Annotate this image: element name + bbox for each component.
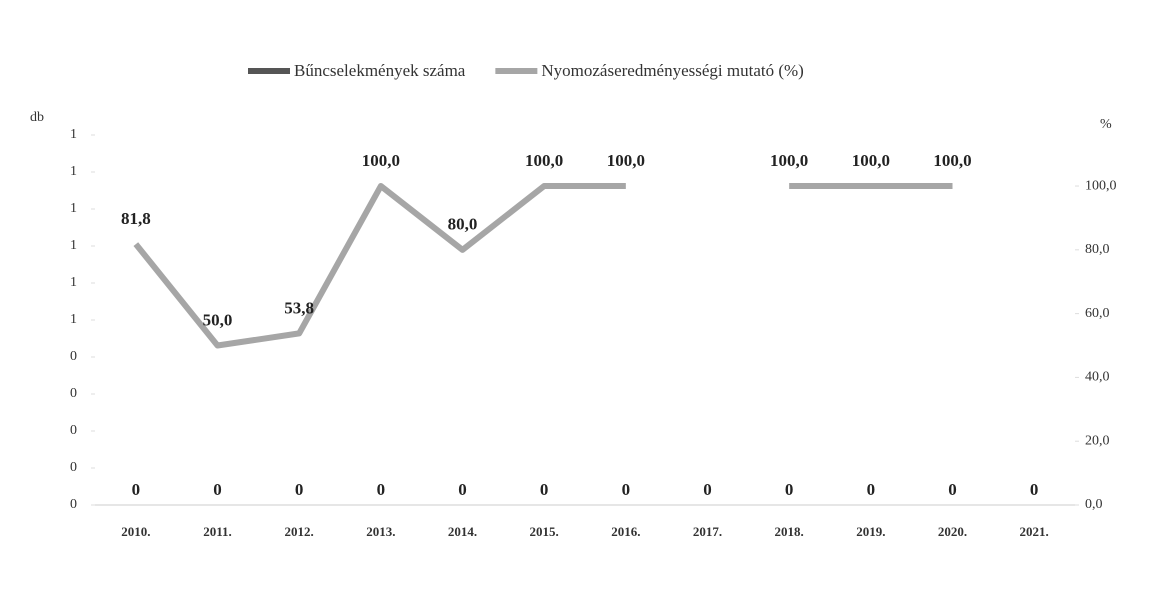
y2-tick-label: 40,0: [1085, 370, 1110, 385]
y2-tick-label: 0,0: [1085, 497, 1103, 512]
data-label: 81,8: [121, 209, 151, 228]
data-label: 50,0: [203, 310, 233, 329]
y-tick-label: 1: [70, 164, 77, 179]
y-tick-label: 0: [70, 497, 77, 512]
data-label: 0: [295, 480, 304, 499]
data-label: 80,0: [448, 215, 478, 234]
legend-swatch: [248, 68, 290, 74]
x-tick-label: 2015.: [530, 524, 559, 539]
data-label: 100,0: [362, 151, 400, 170]
x-tick-label: 2018.: [775, 524, 804, 539]
data-label: 0: [785, 480, 794, 499]
data-label: 0: [377, 480, 386, 499]
data-label: 0: [867, 480, 876, 499]
data-label: 100,0: [770, 151, 808, 170]
x-tick-label: 2011.: [203, 524, 232, 539]
data-label: 0: [948, 480, 957, 499]
data-label: 100,0: [852, 151, 890, 170]
y-tick-label: 1: [70, 275, 77, 290]
y2-tick-label: 60,0: [1085, 306, 1110, 321]
x-tick-label: 2021.: [1020, 524, 1049, 539]
y-tick-label: 1: [70, 238, 77, 253]
x-tick-label: 2019.: [856, 524, 885, 539]
data-label: 0: [458, 480, 467, 499]
x-tick-label: 2014.: [448, 524, 477, 539]
data-label: 0: [540, 480, 549, 499]
x-tick-label: 2020.: [938, 524, 967, 539]
legend-label: Nyomozáseredményességi mutató (%): [541, 61, 803, 80]
data-label: 0: [703, 480, 712, 499]
y-tick-label: 0: [70, 349, 77, 364]
y-axis-title: db: [30, 110, 44, 125]
y-tick-label: 1: [70, 127, 77, 142]
y2-tick-label: 100,0: [1085, 178, 1117, 193]
line: [133, 183, 953, 349]
data-label: 100,0: [525, 151, 563, 170]
y2-axis-title: %: [1100, 117, 1112, 132]
x-tick-label: 2012.: [285, 524, 314, 539]
y-tick-label: 0: [70, 460, 77, 475]
y-tick-label: 0: [70, 386, 77, 401]
legend-label: Bűncselekmények száma: [294, 61, 466, 80]
x-tick-label: 2010.: [121, 524, 150, 539]
x-tick-label: 2013.: [366, 524, 395, 539]
y-tick-label: 0: [70, 423, 77, 438]
data-label: 0: [132, 480, 141, 499]
x-tick-label: 2016.: [611, 524, 640, 539]
data-label: 100,0: [933, 151, 971, 170]
data-label: 53,8: [284, 298, 314, 317]
y2-tick-label: 80,0: [1085, 242, 1110, 257]
y-tick-label: 1: [70, 201, 77, 216]
legend-swatch: [495, 68, 538, 74]
data-label: 0: [1030, 480, 1039, 499]
y2-tick-label: 20,0: [1085, 433, 1110, 448]
y-tick-label: 1: [70, 312, 77, 327]
data-label: 100,0: [607, 151, 645, 170]
x-tick-label: 2017.: [693, 524, 722, 539]
data-label: 0: [213, 480, 222, 499]
data-label: 0: [622, 480, 631, 499]
